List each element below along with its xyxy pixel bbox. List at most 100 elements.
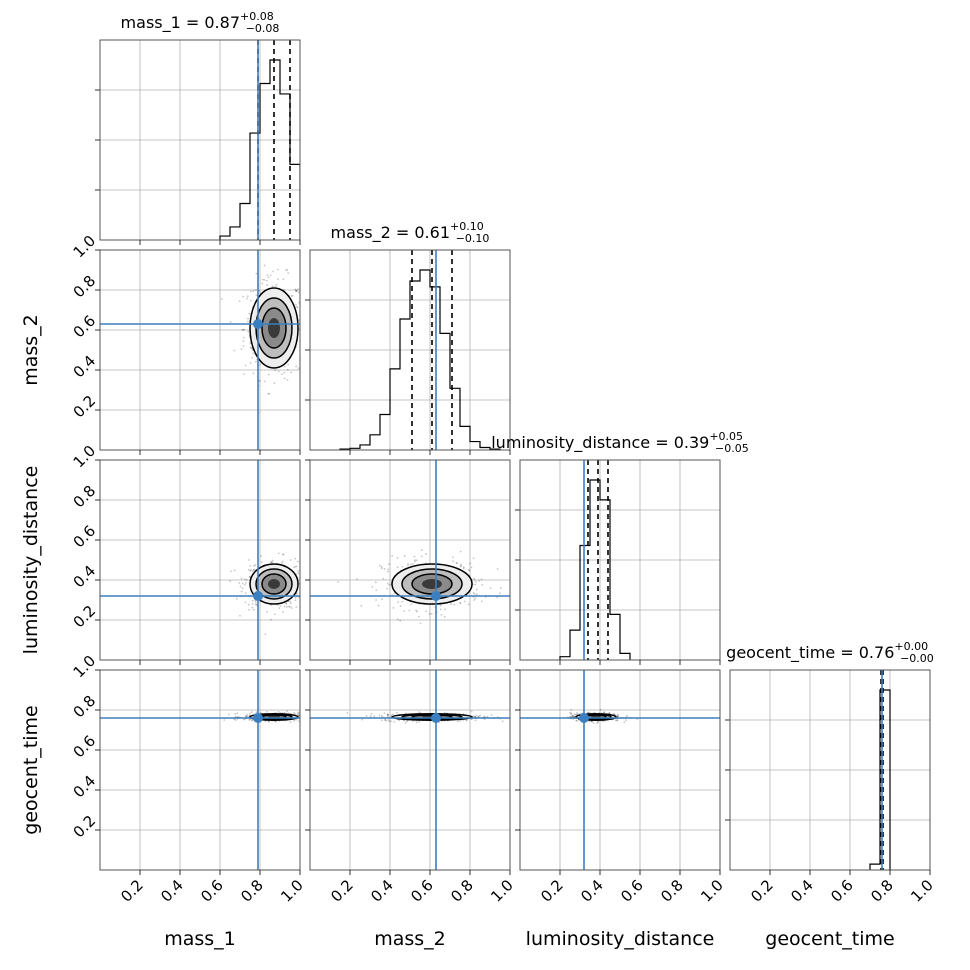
sample-point [473,599,476,601]
sample-point [417,615,420,618]
sample-point [274,613,276,616]
panel-title: luminosity_distance = 0.39+0.05 −0.05 [491,430,749,455]
title-minus: −0.10 [456,232,490,245]
sample-point [250,299,252,302]
panel-plot-area [310,670,510,870]
truth-marker [253,713,263,723]
sample-point [283,605,286,608]
panel-frame [729,669,931,871]
sample-point [295,305,298,308]
sample-point [251,719,253,722]
sample-point [247,330,250,333]
x-tick-label: 0.6 [617,876,647,906]
sample-point [375,599,377,601]
contour-line [249,713,299,721]
sample-point [267,276,270,279]
title-median: 0.61 [414,223,450,242]
x-tick-label: 0.4 [787,876,817,906]
sample-point [270,604,272,607]
sample-point [617,715,619,717]
sample-point [395,711,398,714]
x-axis-label: geocent_time [765,928,894,950]
sample-point [404,722,407,724]
sample-point [249,575,251,578]
sample-point [238,582,241,584]
sample-point [235,597,238,600]
panel-mass_1-vs-luminosity_distance: 0.2 0.4 0.6 0.8 1.0 [70,442,308,665]
y-tick-label: 0.4 [70,352,100,382]
sample-point [295,290,297,293]
sample-point [234,712,237,715]
sample-point [283,377,286,380]
sample-point [246,297,248,300]
sample-point [253,564,255,567]
sample-point [255,272,258,275]
sample-point [259,364,261,366]
sample-point [314,377,316,379]
sample-point [248,312,251,315]
title-plus: +0.05 [709,430,743,443]
sample-point [450,603,452,606]
sample-point [253,568,256,571]
sample-point [306,573,308,575]
sample-point [243,583,246,586]
sample-point [282,553,285,556]
sample-point [390,714,393,716]
sample-point [475,588,478,591]
sample-point [301,715,303,717]
sample-point [383,712,386,714]
sample-point [229,580,232,582]
sample-point [295,718,298,721]
sample-point [244,601,247,604]
x-tick-label: 0.6 [407,876,437,906]
sample-point [304,716,306,718]
sample-point [297,572,300,575]
sample-point [590,720,593,723]
sample-point [239,614,241,617]
sample-point [490,714,493,716]
sample-point [315,334,317,336]
y-axis-label: geocent_time [20,705,42,834]
sample-point [249,342,252,345]
sample-point [380,567,383,570]
sample-point [247,317,249,320]
sample-point [570,712,573,715]
sample-point [467,568,470,571]
sample-point [337,581,339,583]
sample-point [279,604,282,607]
x-tick-label: 0.8 [657,876,687,906]
sample-point [403,610,406,613]
x-tick-label: 0.6 [197,876,227,906]
x-axis-label: luminosity_distance [526,928,715,950]
sample-point [301,589,303,591]
sample-point [296,592,299,595]
sample-point [571,715,574,718]
sample-point [277,710,280,713]
sample-point [419,622,422,625]
panel-plot-area [520,460,720,660]
sample-point [282,611,285,613]
sample-point [388,583,391,586]
sample-point [378,564,381,567]
sample-point [289,559,292,561]
sample-point [588,720,591,723]
sample-point [415,559,418,562]
sample-point [269,274,272,277]
sample-point [285,605,288,608]
sample-point [285,269,288,272]
sample-point [233,569,236,572]
sample-point [407,562,409,565]
sample-point [386,714,389,717]
sample-point [455,562,458,565]
sample-point [297,288,299,290]
sample-point [616,719,619,722]
panel-plot-area [730,670,930,870]
sample-point [289,602,292,605]
y-tick-label: 0.6 [70,312,100,342]
sample-point [301,569,303,571]
sample-point [386,587,389,590]
sample-point [246,713,249,716]
sample-point [571,714,574,717]
sample-point [301,715,303,717]
sample-point [267,720,270,723]
